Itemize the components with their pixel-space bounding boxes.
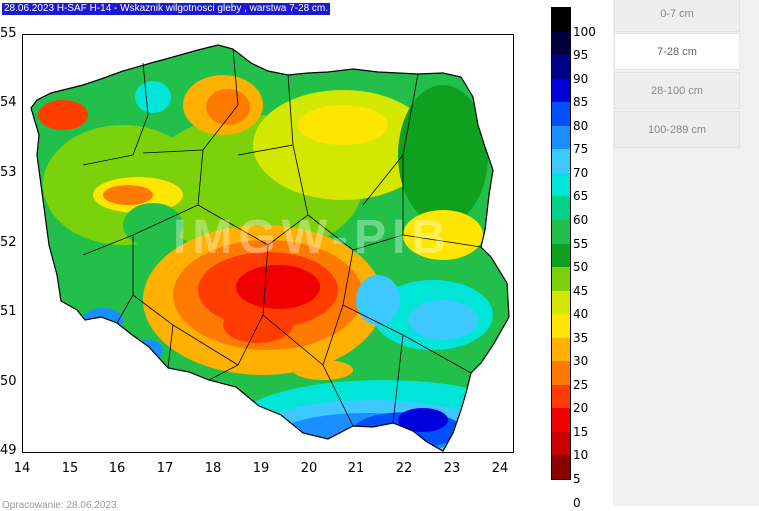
lat-label: 54: [0, 95, 17, 110]
color-scale-step: [552, 361, 570, 386]
lon-label: 24: [491, 461, 509, 476]
color-scale-step: [552, 267, 570, 292]
color-scale-step: [552, 55, 570, 80]
color-scale-step: [552, 172, 570, 197]
color-scale-step: [552, 408, 570, 433]
color-scale-label: 40: [573, 307, 589, 322]
lat-label: 50: [0, 374, 17, 389]
color-scale-label: 35: [573, 330, 589, 345]
lon-label: 22: [395, 461, 413, 476]
tab-layer-0-7[interactable]: 0-7 cm: [614, 0, 740, 32]
lon-label: 23: [443, 461, 461, 476]
color-scale-step: [552, 149, 570, 174]
lat-label: 49: [0, 443, 17, 458]
color-scale-label: 95: [573, 48, 589, 63]
color-scale-label: 20: [573, 401, 589, 416]
tab-layer-100-289[interactable]: 100-289 cm: [614, 111, 740, 148]
color-scale-step: [552, 337, 570, 362]
color-scale-step: [552, 314, 570, 339]
color-scale-bar: [551, 7, 571, 480]
color-scale-step: [552, 219, 570, 244]
lat-label: 51: [0, 304, 17, 319]
color-scale-label: 30: [573, 354, 589, 369]
lon-label: 15: [61, 461, 79, 476]
color-scale-label: 45: [573, 283, 589, 298]
color-scale-step: [552, 125, 570, 150]
color-scale-label: 75: [573, 142, 589, 157]
color-scale-label: 10: [573, 448, 589, 463]
map-frame: IMGW-PIB: [22, 34, 514, 453]
color-scale-label: 50: [573, 260, 589, 275]
color-scale-step: [552, 196, 570, 221]
color-scale-label: 90: [573, 71, 589, 86]
lon-label: 16: [108, 461, 126, 476]
color-scale-step: [552, 290, 570, 315]
color-scale-label: 55: [573, 236, 589, 251]
color-scale-label: 85: [573, 95, 589, 110]
country-border: [30, 44, 510, 452]
color-scale-step: [552, 431, 570, 456]
color-scale-label: 25: [573, 377, 589, 392]
color-scale-label: 0: [573, 495, 581, 510]
poland-moisture-map: [30, 44, 510, 452]
lon-label: 20: [300, 461, 318, 476]
lat-label: 53: [0, 165, 17, 180]
color-scale-label: 100: [573, 24, 596, 39]
imgw-watermark: IMGW-PIB: [173, 211, 452, 264]
lat-label: 52: [0, 235, 17, 250]
soil-moisture-map-panel: 28.06.2023 H-SAF H-14 - Wskaznik wilgotn…: [0, 3, 596, 511]
tab-layer-7-28[interactable]: 7-28 cm: [614, 33, 740, 70]
color-scale-label: 80: [573, 118, 589, 133]
color-scale-step: [552, 8, 570, 33]
lat-label: 55: [0, 26, 17, 41]
color-scale-step: [552, 384, 570, 409]
lon-label: 14: [13, 461, 31, 476]
tab-layer-28-100[interactable]: 28-100 cm: [614, 72, 740, 109]
lon-label: 19: [252, 461, 270, 476]
province-borders: [82, 48, 482, 427]
color-scale-label: 60: [573, 212, 589, 227]
lon-label: 21: [347, 461, 365, 476]
color-scale-step: [552, 243, 570, 268]
lon-label: 18: [204, 461, 222, 476]
color-scale-label: 65: [573, 189, 589, 204]
color-scale-step: [552, 31, 570, 56]
layer-sidebar: 0-7 cm 7-28 cm 28-100 cm 100-289 cm: [613, 0, 759, 506]
color-scale-step: [552, 455, 570, 480]
color-scale-label: 15: [573, 424, 589, 439]
color-scale-label: 70: [573, 165, 589, 180]
lon-label: 17: [156, 461, 174, 476]
color-scale-step: [552, 102, 570, 127]
map-title: 28.06.2023 H-SAF H-14 - Wskaznik wilgotn…: [2, 3, 331, 15]
color-scale-label: 5: [573, 472, 581, 486]
color-scale-step: [552, 78, 570, 103]
